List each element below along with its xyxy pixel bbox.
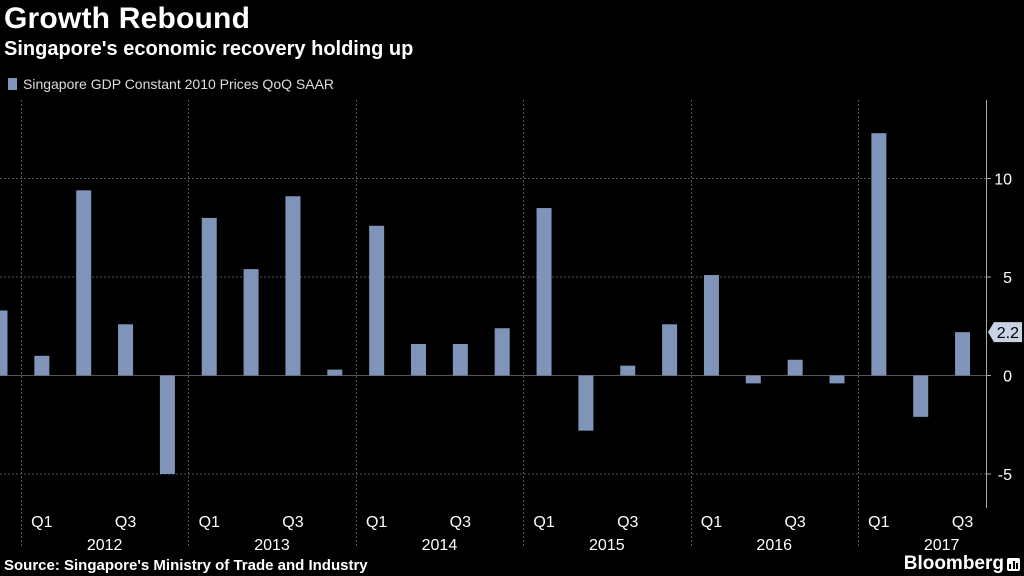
chart-title: Growth Rebound [4,2,251,35]
bar-2014-q3 [452,343,468,376]
bar-2015-q4 [662,324,678,376]
source-note: Source: Singapore's Ministry of Trade an… [4,557,368,574]
x-year-label: 2012 [87,537,123,554]
bar-2012-q2 [76,190,92,376]
last-value-label: 2.2 [997,325,1019,342]
bar-2013-q1 [201,217,217,376]
chart-legend: Singapore GDP Constant 2010 Prices QoQ S… [8,76,334,92]
bar-2011-q4 [0,310,8,376]
bar-2015-q1 [536,208,552,376]
bar-2012-q3 [118,324,134,376]
bar-2014-q4 [494,328,510,376]
x-year-label: 2015 [589,537,625,554]
bar-2016-q1 [703,275,719,376]
x-quarter-label: Q3 [784,514,805,531]
x-quarter-label: Q3 [115,514,136,531]
x-quarter-label: Q3 [282,514,303,531]
bar-2016-q3 [787,359,803,376]
x-quarter-label: Q1 [701,514,722,531]
legend-label: Singapore GDP Constant 2010 Prices QoQ S… [23,76,335,92]
bar-2014-q2 [411,343,426,376]
y-tick-label: 0 [1003,369,1012,386]
x-quarter-label: Q3 [952,514,973,531]
bar-2017-q2 [913,375,929,417]
bar-2016-q4 [829,375,845,384]
bloomberg-logo: Bloomberg [903,553,1004,574]
x-quarter-label: Q3 [450,514,471,531]
bar-2015-q3 [620,365,636,376]
x-quarter-label: Q1 [366,514,387,531]
bar-2013-q3 [285,196,301,376]
x-year-label: 2014 [422,537,458,554]
bar-2016-q2 [745,375,761,384]
bar-2013-q2 [243,269,259,376]
bar-2015-q2 [578,375,594,431]
chart-subtitle: Singapore's economic recovery holding up [4,38,414,60]
y-tick-label: 5 [1003,270,1012,287]
bar-2017-q3 [955,332,971,376]
bar-2012-q4 [159,375,175,474]
x-quarter-label: Q1 [31,514,52,531]
y-tick-label: 10 [994,172,1012,189]
last-value-callout [988,322,1022,343]
bar-2017-q1 [871,133,887,376]
x-quarter-label: Q1 [199,514,220,531]
legend-swatch [8,78,17,90]
x-quarter-label: Q3 [617,514,638,531]
bar-2012-q1 [34,355,50,376]
x-quarter-label: Q1 [868,514,889,531]
x-year-label: 2013 [254,537,290,554]
x-year-label: 2017 [924,537,960,554]
bar-2014-q1 [369,225,385,376]
y-tick-label: -5 [998,467,1012,484]
bar-2013-q4 [327,369,343,376]
x-quarter-label: Q1 [533,514,554,531]
bloomberg-chart-icon [1007,558,1020,571]
x-year-label: 2016 [756,537,792,554]
